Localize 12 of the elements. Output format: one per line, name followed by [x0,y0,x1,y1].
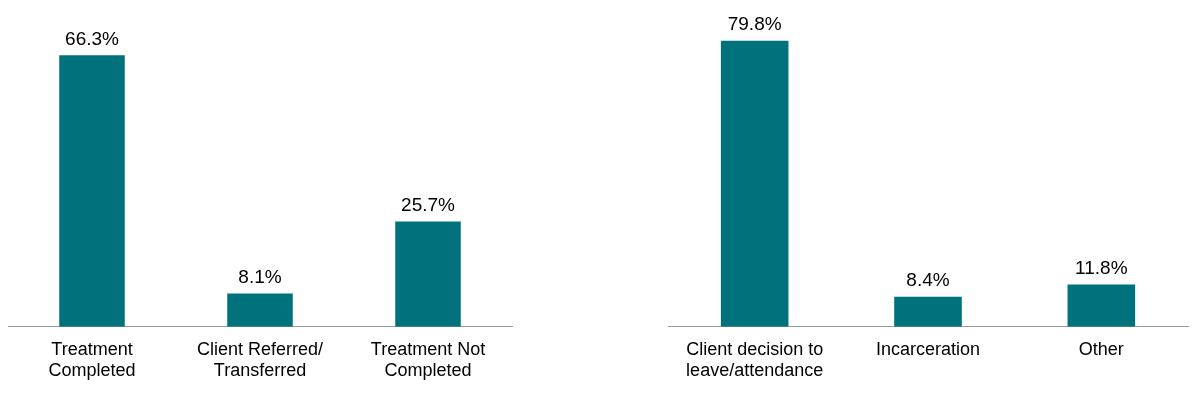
data-label: 8.4% [906,269,950,291]
x-tick-label: Client decision to leave/attendance [686,338,824,381]
x-tick-label: Other [1078,338,1124,359]
x-tick-label: Treatment Not Completed [370,338,486,381]
data-label: 25.7% [401,194,456,216]
data-label: 11.8% [1075,257,1128,279]
x-tick-label: Treatment Completed [48,338,136,381]
data-label: 79.8% [727,13,782,35]
data-label: 8.1% [238,266,282,288]
data-label: 66.3% [65,27,120,49]
x-tick-label: Client Referred/Transferred [196,338,324,381]
x-tick-label: Incarceration [875,338,981,359]
